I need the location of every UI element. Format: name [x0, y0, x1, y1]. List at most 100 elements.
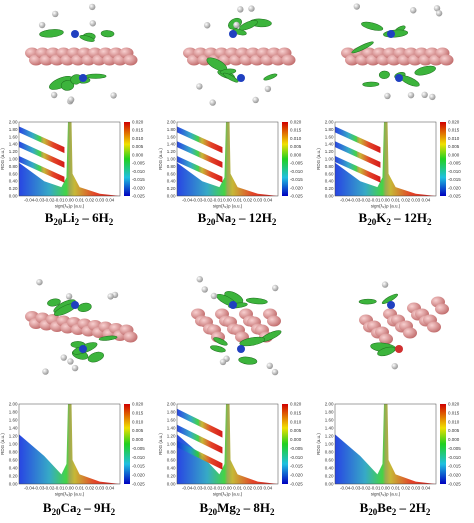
nci-isosurface: [222, 72, 239, 83]
y-tick-label: 1.60: [167, 134, 176, 139]
y-tick-label: 2.00: [325, 120, 334, 125]
colorbar-tick-label: 0.000: [290, 152, 302, 157]
scatter-band: [177, 408, 223, 438]
metal-atom: [79, 74, 87, 82]
molecule-image: [191, 276, 282, 376]
panel: 0.00 0.20 0.40 0.60 0.80 1.00 1.20 1.40 1.60 1.80…: [0, 3, 145, 227]
colorbar-tick-label: -0.010: [132, 169, 145, 174]
y-tick-label: 1.20: [9, 434, 18, 439]
x-tick-label: 0.02: [401, 198, 410, 203]
boron-sphere: [267, 315, 281, 327]
x-tick-label: 0.04: [106, 198, 115, 203]
metal-atom: [395, 74, 403, 82]
y-tick-label: 1.20: [167, 149, 176, 154]
colorbar-tick-label: -0.025: [132, 194, 145, 199]
y-tick-label: 1.00: [167, 157, 176, 162]
scatter-band: [335, 141, 381, 168]
y-tick-label: 0.60: [9, 171, 18, 176]
colorbar-tick-label: 0.005: [290, 144, 302, 149]
caption-part: – 8H: [240, 500, 270, 515]
y-tick-label: 2.00: [9, 402, 18, 407]
hydrogen-atom: [42, 368, 49, 375]
panel: 0.00 0.20 0.40 0.60 0.80 1.00 1.20 1.40 1.60 1.80…: [158, 5, 303, 227]
hydrogen-atom: [410, 7, 417, 14]
metal-atom: [79, 345, 87, 353]
colorbar-tick-label: 0.000: [290, 437, 302, 442]
nci-isosurface: [85, 73, 107, 79]
plot-frame: [176, 403, 279, 485]
hydrogen-atom: [89, 20, 96, 27]
y-tick-label: 1.40: [325, 426, 334, 431]
x-tick-label: -0.04: [340, 198, 351, 203]
hydrogen-atom: [52, 10, 59, 18]
y-tick-label: 1.00: [167, 442, 176, 447]
scatter-band: [177, 126, 223, 154]
x-tick-label: -0.03: [350, 198, 361, 203]
nci-isosurface: [263, 73, 278, 81]
nci-isosurface: [381, 293, 398, 305]
colorbar-tick-label: -0.025: [132, 482, 145, 487]
boron-sphere: [439, 54, 454, 66]
colorbar-tick-label: 0.020: [448, 120, 460, 125]
hydrogen-atom: [50, 91, 58, 99]
x-tick-label: 0.01: [391, 198, 400, 203]
hydrogen-atom: [107, 293, 114, 300]
colorbar: [440, 122, 446, 196]
y-tick-label: 1.00: [9, 442, 18, 447]
colorbar-tick-label: -0.020: [290, 473, 303, 478]
y-tick-label: 0.20: [167, 186, 176, 191]
colorbar: [440, 404, 446, 484]
colorbar-tick-label: -0.020: [132, 185, 145, 190]
caption-part: 2: [427, 217, 432, 227]
y-tick-label: 1.80: [325, 127, 334, 132]
hydrogen-atom: [209, 99, 216, 106]
x-tick-label: 0.00: [65, 486, 74, 491]
colorbar-tick-label: -0.025: [290, 194, 303, 199]
hydrogen-atom: [391, 362, 398, 370]
x-tick-label: -0.02: [44, 486, 55, 491]
colorbar-tick-label: 0.000: [448, 437, 460, 442]
caption-part: 20: [208, 507, 218, 517]
metal-atom: [237, 74, 245, 82]
x-axis-label: sign(λ₂)ρ (a.u.): [55, 492, 85, 497]
y-tick-label: 1.60: [167, 418, 176, 423]
x-tick-label: -0.01: [212, 198, 223, 203]
y-tick-label: 0.80: [9, 450, 18, 455]
x-tick-label: -0.04: [182, 198, 193, 203]
boron-sphere: [379, 333, 393, 345]
panel-caption: B20K2 – 12H2: [359, 210, 432, 227]
metal-atom: [71, 301, 79, 309]
caption-part: 20: [206, 217, 216, 227]
hydrogen-atom: [429, 93, 436, 101]
scatter-band: [177, 141, 223, 168]
y-tick-label: 0.20: [325, 186, 334, 191]
y-tick-label: 2.00: [325, 402, 334, 407]
scatter-region: [19, 122, 120, 196]
x-axis-label: sign(λ₂)ρ (a.u.): [371, 492, 401, 497]
y-tick-label: 0.80: [325, 164, 334, 169]
hydrogen-atom: [381, 281, 389, 288]
colorbar-tick-label: 0.005: [290, 428, 302, 433]
hydrogen-atom: [36, 278, 43, 286]
scatter-band: [177, 156, 223, 183]
rdg-scatter: [177, 404, 278, 484]
caption-part: – 9H: [81, 500, 111, 515]
y-tick-label: 0.80: [9, 164, 18, 169]
x-tick-label: -0.04: [24, 198, 35, 203]
nci-isosurface: [362, 81, 380, 87]
y-tick-label: 0.00: [167, 482, 176, 487]
x-tick-label: -0.03: [192, 198, 203, 203]
caption-part: 2: [236, 507, 241, 517]
y-tick-label: 1.40: [325, 142, 334, 147]
x-axis-label: sign(λ₂)ρ (a.u.): [55, 204, 85, 209]
hydrogen-atom: [237, 6, 244, 13]
boron-sphere: [123, 331, 138, 343]
molecule-image: [341, 3, 454, 101]
colorbar-tick-label: -0.015: [132, 464, 145, 469]
colorbar-tick-label: -0.025: [448, 194, 461, 199]
molecule-image: [183, 5, 296, 106]
y-axis-label: RDG (a.u.): [0, 433, 5, 455]
nci-isosurface: [239, 20, 258, 31]
scatter-region: [335, 122, 436, 196]
